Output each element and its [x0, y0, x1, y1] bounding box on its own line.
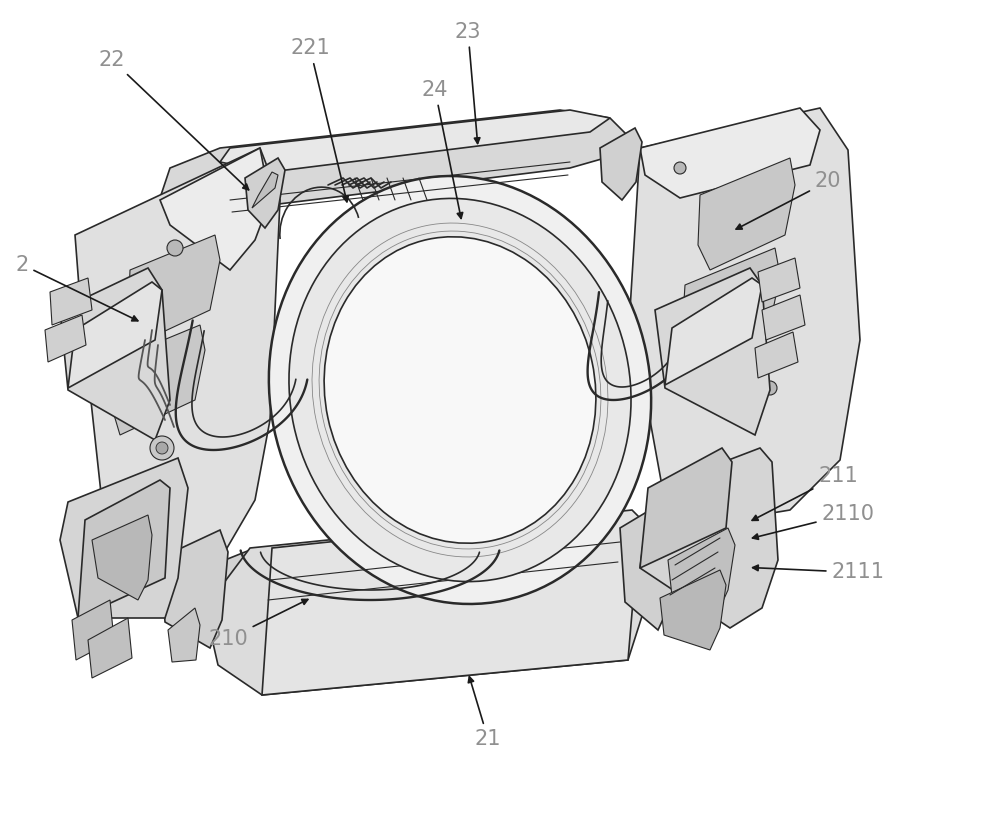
Polygon shape [698, 158, 795, 270]
Polygon shape [660, 570, 726, 650]
Circle shape [156, 442, 168, 454]
Text: 221: 221 [290, 38, 348, 202]
Polygon shape [668, 528, 735, 612]
Polygon shape [160, 148, 270, 270]
Circle shape [763, 381, 777, 395]
Polygon shape [262, 510, 640, 695]
Text: 24: 24 [422, 80, 463, 219]
Polygon shape [640, 448, 732, 568]
Polygon shape [640, 108, 820, 198]
Text: 21: 21 [468, 676, 501, 749]
Polygon shape [72, 600, 114, 660]
Polygon shape [112, 325, 205, 435]
Polygon shape [205, 510, 660, 695]
Text: 2110: 2110 [753, 504, 874, 539]
Text: 20: 20 [736, 171, 841, 229]
Ellipse shape [289, 198, 631, 582]
Polygon shape [655, 268, 770, 435]
Polygon shape [160, 530, 228, 648]
Polygon shape [758, 258, 800, 302]
Polygon shape [75, 148, 280, 560]
Polygon shape [200, 510, 660, 608]
Circle shape [167, 240, 183, 256]
Polygon shape [252, 172, 278, 208]
Polygon shape [245, 158, 285, 228]
Polygon shape [60, 458, 188, 618]
Polygon shape [755, 332, 798, 378]
Polygon shape [78, 480, 170, 618]
Text: 22: 22 [99, 50, 249, 190]
Ellipse shape [269, 176, 651, 604]
Polygon shape [168, 608, 200, 662]
Polygon shape [640, 448, 778, 628]
Polygon shape [68, 282, 162, 388]
Circle shape [674, 162, 686, 174]
Polygon shape [220, 110, 610, 172]
Text: 211: 211 [752, 466, 858, 520]
Circle shape [150, 436, 174, 460]
Polygon shape [630, 108, 860, 530]
Polygon shape [88, 618, 132, 678]
Polygon shape [665, 278, 762, 385]
Text: 23: 23 [455, 22, 481, 143]
Text: 2: 2 [15, 255, 138, 321]
Polygon shape [620, 498, 678, 630]
Text: 210: 210 [208, 599, 308, 649]
Ellipse shape [324, 237, 596, 543]
Polygon shape [60, 268, 170, 440]
Polygon shape [600, 128, 642, 200]
Text: 2111: 2111 [753, 562, 885, 582]
Polygon shape [45, 315, 86, 362]
Polygon shape [160, 110, 640, 210]
Polygon shape [762, 295, 805, 340]
Polygon shape [50, 278, 92, 325]
Polygon shape [92, 515, 152, 600]
Polygon shape [128, 235, 220, 345]
Polygon shape [682, 248, 780, 360]
